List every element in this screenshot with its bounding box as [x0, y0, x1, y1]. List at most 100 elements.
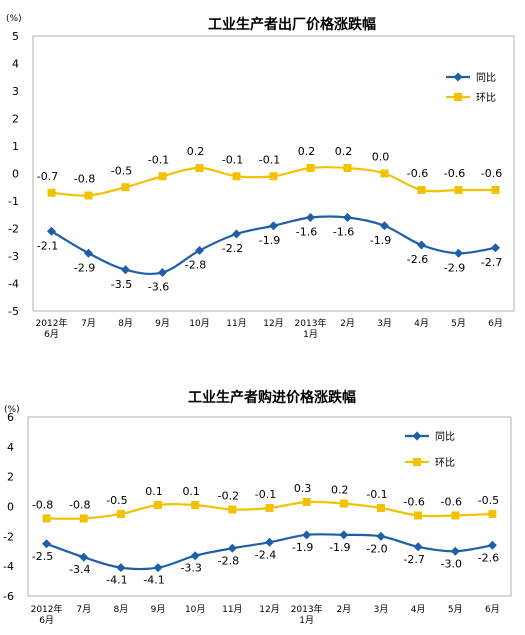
x-tick-label: 8月 [118, 318, 133, 329]
x-tick-label: 6月 [485, 604, 500, 615]
x-tick-label: 7月 [81, 318, 96, 329]
data-point-marker [116, 563, 126, 573]
data-label: -0.1 [366, 488, 387, 501]
data-point-marker [380, 169, 389, 178]
data-label: -0.1 [222, 153, 243, 166]
y-tick-label: 4 [12, 58, 19, 71]
y-tick-label: -3 [8, 250, 19, 263]
x-tick-label: 2013年 [291, 603, 323, 615]
data-label: -0.8 [74, 173, 95, 186]
y-tick-label: 2 [7, 471, 14, 484]
data-label: -0.1 [259, 153, 280, 166]
data-label: -1.9 [292, 541, 313, 554]
y-tick-label: 4 [7, 441, 14, 454]
data-point-marker [488, 509, 497, 518]
data-point-marker [47, 226, 56, 236]
data-point-marker [487, 540, 497, 550]
data-point-marker [450, 546, 460, 556]
y-tick-label: -6 [3, 590, 14, 603]
y-tick-label: 0 [12, 168, 19, 181]
legend-label: 环比 [476, 92, 496, 104]
data-point-marker [195, 246, 204, 255]
data-label: -2.1 [37, 239, 58, 252]
series-layer: -2.1 -2.9 -3.5 -3.6 -2.8 -2.2 -1.9 -1.6 -1.6 -1.9… [37, 145, 502, 294]
data-point-marker [232, 229, 241, 239]
data-point-marker [306, 213, 315, 222]
x-tick-label: 5月 [448, 604, 463, 615]
data-label: -1.6 [333, 226, 354, 239]
data-point-marker [42, 539, 52, 549]
data-point-marker [42, 514, 51, 523]
data-label: 0.3 [294, 482, 312, 495]
data-label: -3.6 [148, 281, 169, 294]
x-tick-label: 3月 [377, 318, 392, 329]
x-tick-label: 2012年 [31, 603, 63, 615]
data-point-marker [190, 551, 200, 561]
data-label: 0.1 [145, 485, 163, 498]
data-label: -0.5 [106, 494, 127, 507]
data-label: -0.6 [407, 167, 428, 180]
data-label: -0.7 [37, 170, 58, 183]
x-tick-label: 2013年 [295, 317, 327, 329]
chart-title: 工业生产者购进价格涨跌幅 [188, 389, 356, 406]
x-tick-label: 11月 [222, 604, 242, 615]
data-point-marker [154, 501, 163, 510]
data-label: -2.2 [222, 242, 243, 255]
x-tick-label: 4月 [414, 318, 429, 329]
data-label: -2.9 [444, 261, 465, 274]
data-label: -3.5 [111, 278, 132, 291]
data-point-marker [84, 248, 93, 258]
x-tick-label: 12月 [259, 604, 279, 615]
data-label: -2.6 [407, 253, 428, 266]
x-tick-label: 10月 [185, 604, 205, 615]
data-point-marker [265, 503, 274, 512]
data-point-marker [79, 514, 88, 523]
x-tick-label: 7月 [76, 604, 91, 615]
data-point-marker [376, 503, 385, 512]
data-point-marker [79, 552, 89, 562]
data-point-marker [302, 498, 311, 507]
data-label: -0.6 [441, 495, 462, 508]
data-label: -4.1 [143, 574, 164, 587]
y-tick-label: 2 [12, 113, 19, 126]
y-tick-label: 5 [12, 30, 19, 43]
data-point-marker [343, 164, 352, 172]
data-point-marker [302, 530, 312, 540]
data-point-marker [417, 186, 426, 194]
data-point-marker [121, 183, 130, 192]
y-tick-label: -4 [8, 278, 19, 291]
x-tick-label: 2月 [340, 318, 355, 329]
data-label: -0.6 [444, 167, 465, 180]
x-tick-label: 1月 [303, 329, 318, 340]
legend-marker [454, 93, 462, 101]
data-point-marker [417, 240, 426, 250]
data-label: 0.0 [372, 151, 390, 164]
data-label: -2.6 [478, 551, 499, 564]
y-tick-label: 1 [12, 140, 19, 153]
y-tick-label: -1 [8, 195, 19, 208]
data-point-marker [454, 186, 463, 194]
data-point-marker [454, 248, 463, 258]
data-point-marker [228, 505, 237, 514]
data-point-marker [121, 265, 130, 275]
y-tick-label: 3 [12, 85, 19, 98]
data-point-marker [191, 501, 200, 510]
y-unit-label: (%) [6, 14, 22, 24]
data-point-marker [153, 563, 163, 573]
chart-title: 工业生产者出厂价格涨跌幅 [208, 16, 376, 33]
data-label: -3.0 [441, 557, 462, 570]
data-point-marker [227, 543, 237, 553]
data-point-marker [232, 172, 241, 181]
data-point-marker [269, 172, 278, 181]
y-unit-label: (%) [4, 405, 20, 415]
legend-label: 同比 [476, 72, 496, 84]
data-point-marker [269, 221, 278, 231]
data-label: -0.1 [148, 153, 169, 166]
legend-label: 同比 [435, 431, 455, 443]
x-tick-label: 3月 [374, 604, 389, 615]
data-point-marker [451, 511, 460, 520]
x-tick-label: 2月 [336, 604, 351, 615]
data-label: -2.5 [32, 550, 53, 563]
